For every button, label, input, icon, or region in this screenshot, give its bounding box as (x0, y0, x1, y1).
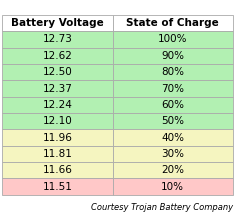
Bar (2, 162, 113, 178)
Text: 100%: 100% (158, 34, 188, 45)
Text: 70%: 70% (161, 83, 184, 94)
Text: 30%: 30% (161, 149, 184, 159)
Text: 12.50: 12.50 (43, 67, 72, 77)
Text: Courtesy Trojan Battery Company: Courtesy Trojan Battery Company (90, 203, 233, 212)
Bar (2, 48, 113, 64)
Text: 12.37: 12.37 (43, 83, 73, 94)
Text: 11.51: 11.51 (43, 181, 73, 192)
Bar (113, 80, 233, 97)
Bar (2, 31, 113, 48)
Text: 80%: 80% (161, 67, 184, 77)
Text: 11.66: 11.66 (43, 165, 73, 175)
Text: 11.81: 11.81 (43, 149, 73, 159)
Text: 11.96: 11.96 (43, 132, 73, 143)
Bar (113, 15, 233, 31)
Bar (113, 113, 233, 129)
Bar (2, 64, 113, 80)
Bar (113, 97, 233, 113)
Text: 12.73: 12.73 (43, 34, 73, 45)
Text: State of Charge: State of Charge (126, 18, 219, 28)
Text: 12.62: 12.62 (43, 51, 73, 61)
Text: Battery Voltage: Battery Voltage (11, 18, 104, 28)
Bar (113, 64, 233, 80)
Bar (2, 113, 113, 129)
Bar (113, 146, 233, 162)
Bar (2, 97, 113, 113)
Bar (2, 129, 113, 146)
Bar (2, 178, 113, 195)
Bar (113, 178, 233, 195)
Text: 50%: 50% (161, 116, 184, 126)
Text: 60%: 60% (161, 100, 184, 110)
Text: 12.24: 12.24 (43, 100, 73, 110)
Text: 10%: 10% (161, 181, 184, 192)
Text: 12.10: 12.10 (43, 116, 72, 126)
Bar (113, 48, 233, 64)
Text: 90%: 90% (161, 51, 184, 61)
Bar (2, 15, 113, 31)
Bar (2, 80, 113, 97)
Bar (113, 129, 233, 146)
Bar (113, 162, 233, 178)
Text: 40%: 40% (161, 132, 184, 143)
Bar (113, 31, 233, 48)
Bar (2, 146, 113, 162)
Text: 20%: 20% (161, 165, 184, 175)
